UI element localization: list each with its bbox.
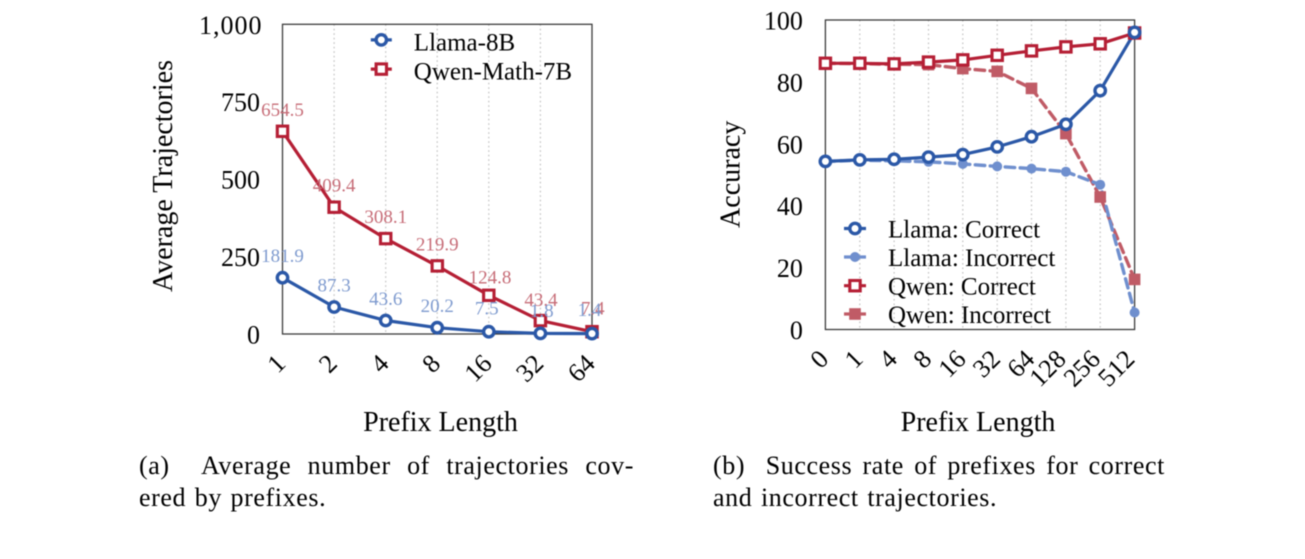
svg-text:Llama: Correct: Llama: Correct — [888, 217, 1040, 244]
svg-text:7.5: 7.5 — [475, 299, 499, 320]
svg-text:Average Trajectories: Average Trajectories — [148, 60, 179, 292]
svg-text:20.2: 20.2 — [421, 296, 454, 317]
svg-text:654.5: 654.5 — [261, 100, 304, 121]
svg-text:0: 0 — [247, 321, 260, 350]
svg-text:40: 40 — [777, 192, 803, 221]
svg-text:124.8: 124.8 — [469, 267, 512, 288]
svg-text:43.6: 43.6 — [369, 289, 402, 310]
svg-text:409.4: 409.4 — [313, 176, 356, 197]
svg-text:1.8: 1.8 — [530, 301, 554, 322]
svg-text:0: 0 — [790, 316, 803, 345]
svg-text:Prefix Length: Prefix Length — [363, 407, 518, 438]
svg-text:750: 750 — [221, 88, 260, 117]
svg-text:7.4: 7.4 — [581, 298, 605, 319]
svg-text:308.1: 308.1 — [364, 207, 407, 228]
svg-text:43.4: 43.4 — [524, 290, 558, 311]
svg-text:80: 80 — [777, 68, 803, 97]
svg-text:1,000: 1,000 — [199, 11, 263, 40]
svg-text:20: 20 — [777, 254, 803, 283]
svg-text:Llama-8B: Llama-8B — [414, 29, 515, 56]
svg-text:500: 500 — [221, 166, 260, 195]
svg-text:Prefix Length: Prefix Length — [901, 407, 1056, 438]
svg-text:Llama: Incorrect: Llama: Incorrect — [888, 245, 1055, 272]
svg-text:Qwen: Incorrect: Qwen: Incorrect — [888, 302, 1051, 329]
svg-text:Accuracy: Accuracy — [716, 121, 747, 228]
svg-text:100: 100 — [764, 7, 803, 36]
svg-text:87.3: 87.3 — [317, 276, 350, 297]
svg-text:60: 60 — [777, 130, 803, 159]
svg-text:Qwen: Correct: Qwen: Correct — [888, 274, 1036, 301]
svg-text:Qwen-Math-7B: Qwen-Math-7B — [414, 59, 572, 86]
svg-text:250: 250 — [221, 243, 260, 272]
svg-text:219.9: 219.9 — [416, 234, 459, 255]
svg-text:1.4: 1.4 — [578, 300, 602, 321]
svg-text:181.9: 181.9 — [261, 246, 304, 267]
